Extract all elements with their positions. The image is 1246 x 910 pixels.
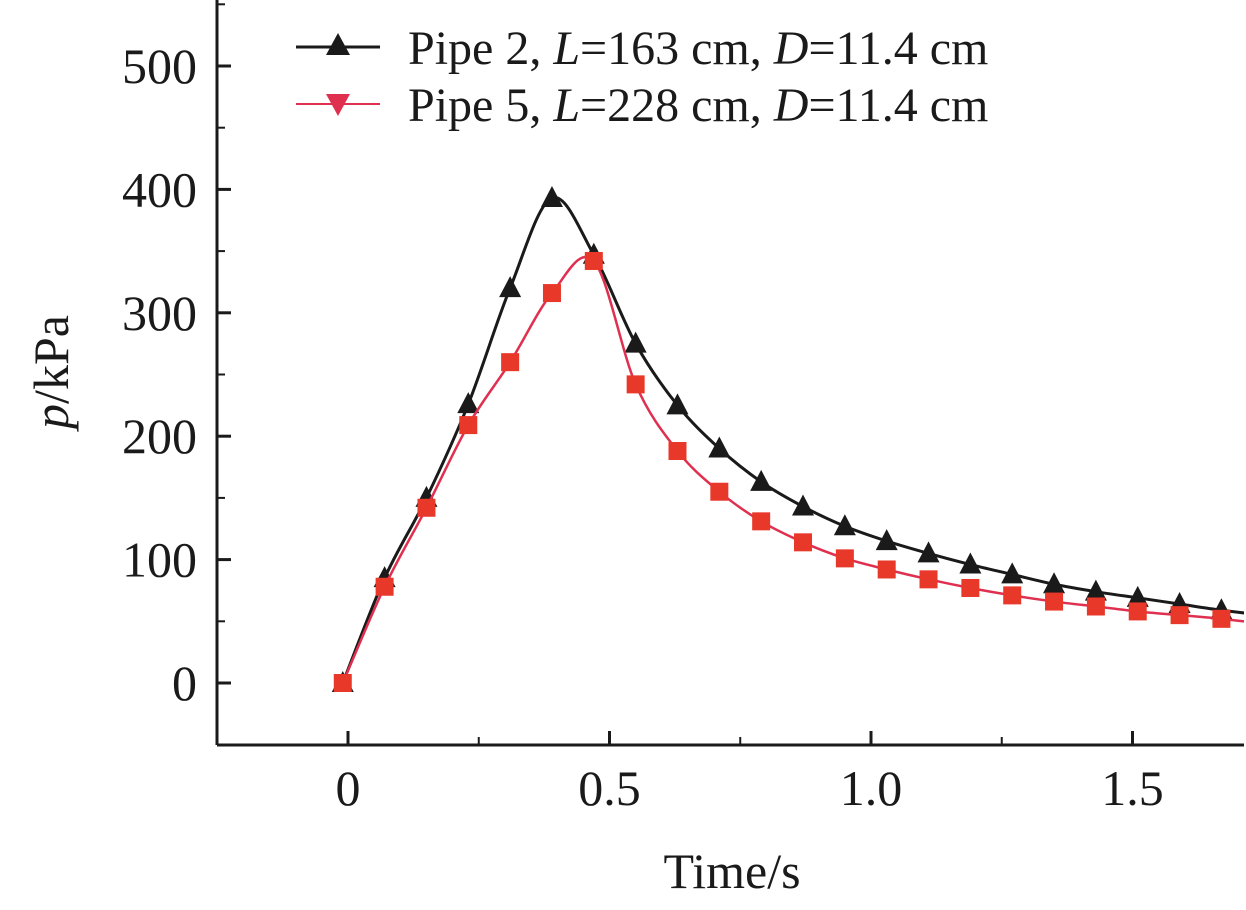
legend-marker-triangle-up (326, 33, 350, 55)
legend: Pipe 2, L=163 cm, D=11.4 cm Pipe 5, L=22… (296, 22, 988, 132)
data-point-square (375, 577, 394, 596)
data-point-square (1045, 592, 1064, 611)
y-tick-label: 200 (122, 408, 197, 464)
legend-entry-pipe-5: Pipe 5, L=228 cm, D=11.4 cm (296, 79, 988, 132)
y-tick-label: 300 (122, 285, 197, 341)
y-axis-label-variable: p (23, 404, 79, 432)
data-point-square (1128, 602, 1147, 621)
data-point-triangle (875, 529, 898, 551)
data-point-triangle (1084, 579, 1107, 601)
data-point-square (626, 375, 645, 394)
data-point-triangle (750, 469, 773, 491)
legend-marker-triangle-down (326, 94, 350, 116)
data-point-triangle (917, 541, 940, 563)
series-line (341, 255, 1244, 684)
data-point-triangle (540, 186, 563, 208)
x-tick-label: 1.5 (1101, 760, 1164, 816)
data-point-square (1086, 597, 1105, 616)
series-pipe-5 (333, 251, 1244, 692)
legend-label-pipe-2: Pipe 2, L=163 cm, D=11.4 cm (408, 22, 988, 75)
data-point-triangle (792, 494, 815, 516)
data-point-square (835, 549, 854, 568)
data-point-square (919, 570, 938, 589)
y-tick-label: 0 (172, 655, 197, 711)
data-point-triangle (833, 514, 856, 536)
data-point-triangle (666, 393, 689, 415)
data-point-triangle (959, 552, 982, 574)
y-tick-label: 100 (122, 532, 197, 588)
data-point-triangle (1043, 572, 1066, 594)
data-point-square (417, 498, 436, 517)
x-tick-label: 0 (336, 760, 361, 816)
data-point-square (752, 512, 771, 531)
data-point-square (542, 284, 561, 303)
y-tick-label: 400 (122, 161, 197, 217)
data-point-triangle (624, 331, 647, 353)
data-point-square (1212, 609, 1231, 628)
y-tick-label: 500 (122, 38, 197, 94)
data-point-triangle (1001, 562, 1024, 584)
x-tick-label: 1.0 (840, 760, 903, 816)
data-point-triangle (499, 276, 522, 298)
series-line (341, 196, 1244, 684)
legend-label-pipe-5: Pipe 5, L=228 cm, D=11.4 cm (408, 79, 988, 132)
data-point-triangle (708, 436, 731, 458)
data-point-square (333, 674, 352, 692)
y-axis-label-unit: /kPa (23, 315, 79, 404)
data-point-square (710, 482, 729, 501)
data-point-square (459, 416, 478, 435)
legend-entry-pipe-2: Pipe 2, L=163 cm, D=11.4 cm (296, 22, 988, 75)
y-axis-label: p/kPa (23, 315, 79, 432)
data-point-triangle (1126, 585, 1149, 607)
data-point-square (668, 442, 687, 461)
x-tick-label: 0.5 (578, 760, 641, 816)
series-pipe-2 (331, 186, 1244, 692)
data-point-triangle (457, 392, 480, 414)
x-axis-label: Time/s (663, 843, 800, 899)
data-point-square (584, 251, 603, 270)
data-point-square (961, 578, 980, 597)
data-point-square (794, 533, 813, 552)
data-point-square (877, 560, 896, 579)
data-point-square (1003, 586, 1022, 605)
data-point-square (501, 353, 520, 372)
data-point-square (1170, 606, 1189, 625)
